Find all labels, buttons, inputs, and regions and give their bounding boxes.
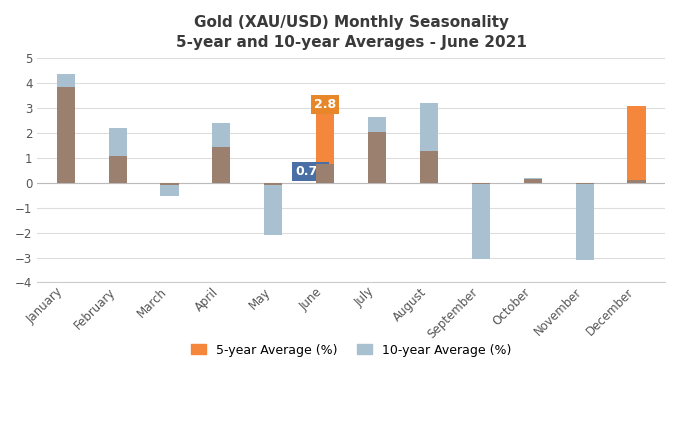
Bar	[316, 164, 335, 183]
Bar	[368, 132, 386, 183]
Bar	[316, 164, 335, 183]
Bar	[420, 152, 438, 183]
Bar	[160, 183, 179, 196]
Bar	[56, 74, 75, 183]
Bar	[575, 183, 594, 184]
Bar	[160, 183, 179, 185]
Bar	[109, 156, 126, 183]
Bar	[472, 183, 490, 184]
Bar	[575, 183, 594, 184]
Bar	[420, 103, 438, 183]
Bar	[160, 183, 179, 185]
Bar	[212, 147, 231, 183]
Bar	[316, 113, 335, 183]
Bar	[575, 183, 594, 260]
Bar	[212, 147, 231, 183]
Bar	[56, 86, 75, 183]
Bar	[524, 178, 542, 183]
Bar	[628, 106, 645, 183]
Bar	[524, 179, 542, 183]
Bar	[524, 179, 542, 183]
Bar	[628, 180, 645, 183]
Bar	[472, 183, 490, 184]
Bar	[368, 132, 386, 183]
Bar	[265, 183, 282, 235]
Bar	[265, 183, 282, 185]
Bar	[109, 156, 126, 183]
Text: 2.8: 2.8	[314, 98, 336, 111]
Bar	[265, 183, 282, 185]
Bar	[212, 123, 231, 183]
Bar	[368, 117, 386, 183]
Legend: 5-year Average (%), 10-year Average (%): 5-year Average (%), 10-year Average (%)	[186, 338, 516, 361]
Bar	[472, 183, 490, 259]
Title: Gold (XAU/USD) Monthly Seasonality
5-year and 10-year Averages - June 2021: Gold (XAU/USD) Monthly Seasonality 5-yea…	[175, 15, 526, 50]
Bar	[56, 86, 75, 183]
Text: 0.77: 0.77	[295, 165, 326, 179]
Bar	[109, 128, 126, 183]
Bar	[628, 180, 645, 183]
Bar	[420, 152, 438, 183]
